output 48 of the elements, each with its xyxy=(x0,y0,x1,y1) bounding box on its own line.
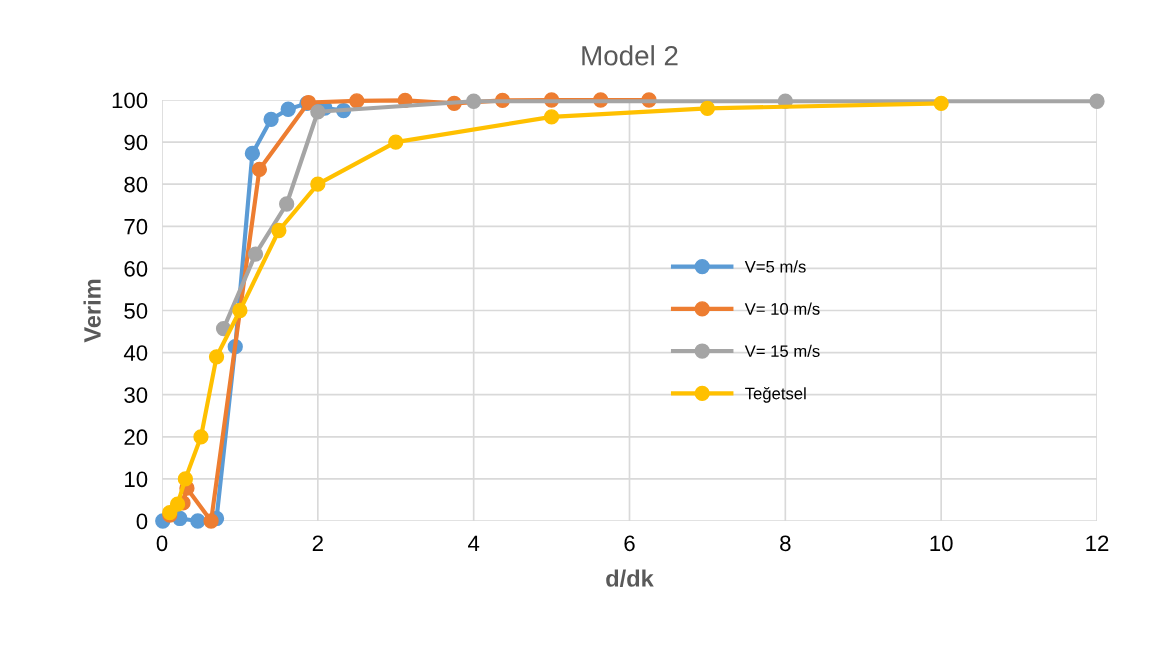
point xyxy=(310,176,326,192)
x-tick-label: 0 xyxy=(156,535,168,552)
x-tick-label: 4 xyxy=(468,535,480,551)
x-tick-label: 2 xyxy=(312,535,323,551)
y-tick-label: 10 xyxy=(125,471,148,488)
point xyxy=(699,100,716,117)
y-tick-label: 40 xyxy=(123,345,148,361)
point xyxy=(190,513,206,529)
point xyxy=(232,302,248,319)
x-tick-label: 10 xyxy=(930,535,953,552)
point xyxy=(280,101,296,117)
point xyxy=(177,471,194,487)
y-tick-label: 60 xyxy=(124,260,148,277)
x-tick-label: 8 xyxy=(780,535,791,552)
y-tick-label: 50 xyxy=(124,303,148,319)
legend-label: Teğetsel xyxy=(745,386,806,403)
y-axis-title: Verim xyxy=(83,279,101,343)
point xyxy=(169,496,186,512)
point xyxy=(263,111,279,128)
point xyxy=(388,134,404,150)
x-tick-label: 12 xyxy=(1086,535,1109,551)
chart-title: Model 2 xyxy=(582,45,678,66)
y-tick-label: 0 xyxy=(136,513,148,530)
point xyxy=(203,513,219,529)
point xyxy=(310,104,326,120)
point xyxy=(466,93,482,109)
x-tick-label: 6 xyxy=(624,535,635,552)
y-tick-label: 100 xyxy=(112,92,148,109)
point xyxy=(271,222,287,239)
y-tick-label: 30 xyxy=(124,387,148,403)
point xyxy=(193,429,209,445)
x-axis-title: d/dk xyxy=(606,569,654,588)
y-tick-label: 80 xyxy=(124,176,148,193)
point xyxy=(251,161,268,178)
legend-label: V=5 m/s xyxy=(744,260,806,273)
point xyxy=(933,95,949,112)
point xyxy=(349,93,365,109)
point xyxy=(1089,93,1105,109)
point xyxy=(543,109,560,125)
y-tick-label: 70 xyxy=(124,218,148,235)
point xyxy=(208,349,225,365)
point xyxy=(247,246,264,262)
y-tick-label: 20 xyxy=(124,429,148,446)
point xyxy=(279,196,295,212)
legend-label: V= 15 m/s xyxy=(744,344,820,358)
point xyxy=(244,145,261,162)
y-tick-label: 90 xyxy=(124,134,148,151)
legend-label: V= 10 m/s xyxy=(744,302,820,315)
